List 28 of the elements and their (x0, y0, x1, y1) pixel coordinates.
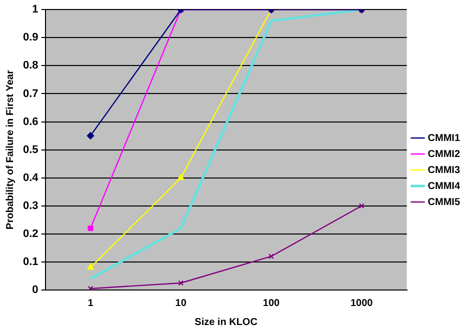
legend-label: CMMI3 (428, 164, 460, 176)
y-tick-label: 0.6 (22, 116, 38, 128)
y-tick-label: 0.4 (22, 172, 40, 184)
y-tick-label: 0.8 (22, 60, 38, 72)
y-tick-label: 0.2 (22, 228, 38, 240)
y-tick-label: 0.1 (22, 256, 38, 268)
x-tick-label: 100 (262, 298, 280, 309)
y-tick-label: 0.9 (22, 32, 38, 44)
x-tick-label: 10 (175, 298, 187, 309)
x-tick-label: 1000 (350, 298, 374, 309)
legend-label: CMMI4 (428, 180, 460, 192)
point (268, 254, 274, 260)
legend-label: CMMI1 (428, 132, 460, 144)
x-tick-label: 1 (88, 298, 94, 309)
y-axis-title: Probability of Failure in First Year (4, 70, 16, 230)
x-axis-title: Size in KLOC (194, 316, 258, 328)
y-tick-label: 0.5 (22, 144, 38, 156)
point (86, 132, 94, 140)
legend-label: CMMI2 (428, 148, 460, 160)
point (178, 174, 184, 180)
legend-label: CMMI5 (428, 196, 460, 208)
point (178, 280, 184, 286)
point (87, 264, 94, 270)
y-tick-label: 1 (32, 4, 38, 16)
y-tick-label: 0.3 (22, 200, 38, 212)
y-tick-label: 0 (32, 284, 38, 296)
y-tick-label: 0.7 (22, 88, 38, 100)
point (88, 226, 94, 232)
